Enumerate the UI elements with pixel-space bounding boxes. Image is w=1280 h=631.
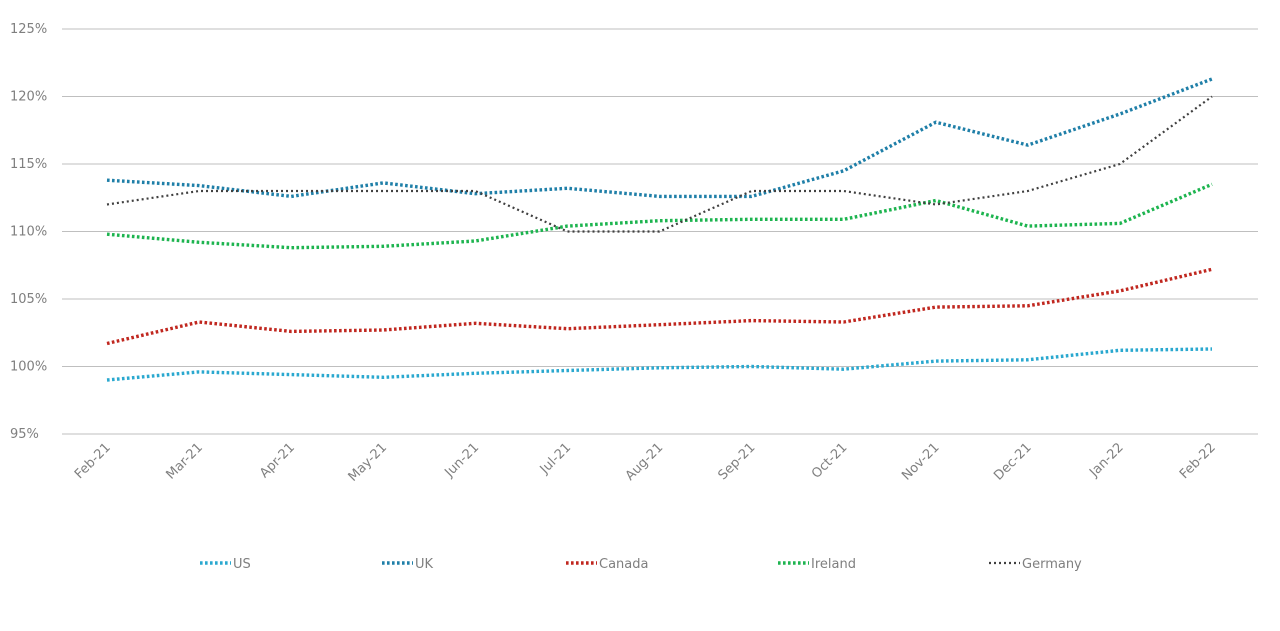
x-tick-label: Oct-21 [809, 440, 851, 482]
x-tick-label: Dec-21 [991, 440, 1034, 483]
series-line-germany [106, 95, 1213, 233]
legend-label: Canada [599, 557, 648, 572]
y-tick-label: 120% [10, 90, 47, 105]
series-lines [106, 77, 1213, 382]
y-tick-label: 125% [10, 22, 47, 37]
gridlines [62, 28, 1258, 435]
x-tick-label: Aug-21 [623, 440, 667, 484]
y-tick-label: 100% [10, 360, 47, 375]
x-axis-tick-labels: Feb-21 Mar-21 Apr-21 May-21 Jun-21 Jul-21 Aug-… [72, 440, 1219, 484]
legend-label: Germany [1022, 557, 1082, 572]
legend-label: US [233, 557, 251, 572]
x-tick-label: Sep-21 [715, 440, 758, 483]
legend-label: Ireland [811, 557, 856, 572]
x-tick-label: Mar-21 [164, 440, 206, 482]
x-tick-label: Feb-22 [1177, 440, 1219, 482]
y-tick-label: 110% [10, 225, 47, 240]
series-line-us [106, 347, 1213, 382]
x-tick-label: Apr-21 [257, 440, 298, 481]
legend-label: UK [415, 557, 434, 572]
series-line-uk [106, 77, 1213, 199]
legend: US UK Canada Ireland Germany [200, 557, 1082, 572]
y-tick-label: 95% [10, 427, 39, 442]
x-tick-label: Jan-22 [1086, 440, 1127, 481]
x-tick-label: Feb-21 [72, 440, 114, 482]
y-axis-tick-labels: 95% 100% 105% 110% 115% 120% 125% [10, 22, 47, 442]
y-tick-label: 105% [10, 292, 47, 307]
x-tick-label: Jul-21 [537, 440, 574, 477]
x-tick-label: May-21 [346, 440, 390, 484]
series-line-canada [106, 267, 1213, 346]
x-tick-label: Nov-21 [899, 440, 942, 483]
y-tick-label: 115% [10, 157, 47, 172]
x-tick-label: Jun-21 [441, 440, 482, 481]
